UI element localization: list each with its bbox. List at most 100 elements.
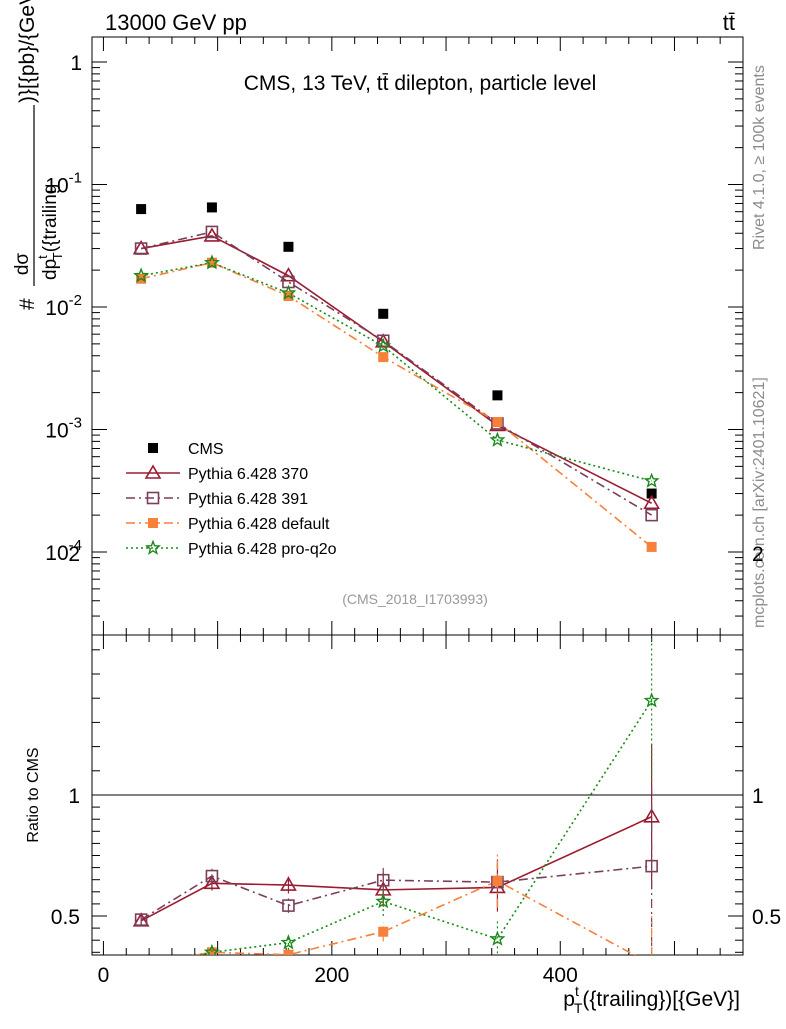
ratio-point-pythia-6-428-391-shape (134, 913, 148, 926)
legend-entry-pythia-6-428-370: Pythia 6.428 370 (126, 464, 308, 483)
point-cms (492, 390, 503, 401)
legend-entry-pythia-6-428-391: Pythia 6.428 391 (126, 491, 308, 508)
ratio-point-pythia-6-428-391-shape (645, 859, 658, 873)
legend-marker-pythia-6-428-pro-q2o (144, 539, 162, 555)
point-pythia-6-428-391 (205, 225, 219, 239)
mcplots-label: mcplots.cern.ch [arXiv:2401.10621] (751, 377, 768, 628)
y-tick-label-exp: -1 (69, 170, 82, 187)
point-pythia-6-428-pro-q2o (643, 472, 660, 488)
point-pythia-6-428-pro-q2o-shape (489, 431, 506, 447)
point-cms (206, 202, 217, 213)
legend-marker-cms (148, 443, 158, 453)
y-tick-label: 10-2 (45, 292, 82, 320)
legend-entry-cms: CMS (148, 441, 224, 458)
legend-entry-pythia-6-428-pro-q2o: Pythia 6.428 pro-q2o (126, 539, 337, 558)
point-pythia-6-428-391-shape (645, 508, 658, 522)
point-pythia-6-428-default-shape (646, 541, 657, 552)
point-pythia-6-428-default (646, 541, 657, 552)
point-pythia-6-428-pro-q2o-shape (280, 284, 297, 300)
point-pythia-6-428-pro-q2o-shape (643, 472, 660, 488)
legend-label-pythia-6-428-391: Pythia 6.428 391 (188, 491, 308, 508)
point-pythia-6-428-default-shape (378, 352, 389, 363)
y-tick-label-exp: -3 (69, 415, 82, 432)
ratio-point-pythia-6-428-391 (645, 859, 658, 873)
chart-title: CMS, 13 TeV, tt̄ dilepton, particle leve… (244, 72, 597, 95)
ratio-point-pythia-6-428-default (492, 875, 503, 886)
point-pythia-6-428-370 (643, 494, 661, 510)
ratio-point-pythia-6-428-default-shape (647, 959, 657, 969)
ratio-point-pythia-6-428-default-shape (283, 949, 294, 955)
ratio-point-pythia-6-428-pro-q2o (375, 893, 392, 909)
ratio-line-pythia-6-428-default (191, 880, 636, 955)
x-tick-label: 200 (314, 964, 349, 987)
ratio-point-pythia-6-428-default (136, 959, 146, 969)
point-pythia-6-428-default-shape (206, 257, 217, 268)
point-pythia-6-428-370-shape (203, 227, 221, 242)
point-pythia-6-428-default-shape (492, 417, 503, 428)
ratio-line-pythia-6-428-pro-q2o (194, 700, 653, 955)
ratio-point-pythia-6-428-default-shape (492, 875, 503, 886)
y-axis-label: # dσ dptT({trailing )}[{pb}/{GeV}] (12, 0, 65, 310)
legend-entry-pythia-6-428-default: Pythia 6.428 default (126, 516, 330, 533)
ratio-point-pythia-6-428-pro-q2o-shape (280, 934, 297, 950)
series-lines (140, 231, 653, 955)
ratio-line-pythia-6-428-370 (140, 816, 652, 922)
point-pythia-6-428-391 (134, 242, 148, 255)
legend-marker-pythia-6-428-default-shape (148, 518, 158, 528)
ratio-marks-clipped (132, 635, 661, 972)
ratio-point-pythia-6-428-default (647, 959, 657, 969)
ratio-point-pythia-6-428-default-shape (378, 926, 389, 937)
y-axis-label-units: )}[{pb}/{GeV}] (16, 0, 39, 103)
legend-marker-pythia-6-428-370 (144, 464, 162, 479)
y-tick-label: 1 (70, 52, 82, 75)
ratio-point-pythia-6-428-default-shape (136, 959, 146, 969)
y-axis-label-den: dptT({trailing (35, 184, 65, 280)
ratio-point-pythia-6-428-391 (376, 873, 390, 887)
point-cms-shape (492, 390, 503, 401)
ratio-point-pythia-6-428-391-shape (205, 869, 219, 883)
point-cms-shape (378, 308, 389, 319)
point-cms (283, 241, 294, 252)
point-cms-shape (206, 202, 217, 213)
x-tick-label: 400 (543, 964, 578, 987)
point-pythia-6-428-pro-q2o-shape (133, 267, 150, 283)
point-pythia-6-428-370 (203, 227, 221, 242)
ratio-point-pythia-6-428-pro-q2o-shape (135, 960, 147, 972)
ratio-y-tick-label: 2 (68, 543, 80, 566)
ratio-point-pythia-6-428-pro-q2o (203, 943, 220, 955)
point-pythia-6-428-pro-q2o (203, 254, 220, 270)
y-axis-label-num: dσ (12, 253, 33, 276)
ratio-point-pythia-6-428-370-shape (280, 876, 297, 891)
legend-label-pythia-6-428-pro-q2o: Pythia 6.428 pro-q2o (188, 541, 337, 558)
ratio-point-pythia-6-428-pro-q2o (135, 960, 147, 972)
beam-label: 13000 GeV pp (105, 10, 247, 35)
point-pythia-6-428-pro-q2o-shape (375, 337, 392, 353)
point-pythia-6-428-370-shape (280, 267, 297, 282)
point-pythia-6-428-391-shape (134, 242, 148, 255)
ratio-point-pythia-6-428-pro-q2o (643, 692, 660, 708)
legend-marker-pythia-6-428-391 (146, 491, 160, 505)
x-tick-label: 0 (98, 964, 110, 987)
analysis-label: (CMS_2018_I1703993) (342, 591, 488, 607)
legend-marker-pythia-6-428-391-shape (146, 491, 160, 505)
ratio-point-pythia-6-428-391-shape (282, 899, 295, 912)
ratio-point-pythia-6-428-391 (282, 899, 295, 912)
point-pythia-6-428-default (206, 257, 217, 268)
ratio-line-pythia-6-428-391 (140, 865, 652, 921)
ratio-point-pythia-6-428-pro-q2o (489, 930, 506, 946)
process-label: tt̄ (723, 10, 735, 35)
point-pythia-6-428-default (492, 417, 503, 428)
point-cms (646, 488, 657, 499)
ratio-point-pythia-6-428-370 (643, 808, 661, 823)
point-cms-shape (283, 241, 294, 252)
point-pythia-6-428-default (378, 352, 389, 363)
point-cms-shape (136, 204, 147, 215)
point-pythia-6-428-pro-q2o (375, 337, 392, 353)
ratio-point-pythia-6-428-default (378, 926, 389, 937)
series-line-pythia-6-428-pro-q2o (140, 261, 652, 482)
point-pythia-6-428-370 (280, 267, 297, 282)
legend-marker-pythia-6-428-default (148, 518, 158, 528)
legend-marker-pythia-6-428-370-shape (144, 464, 162, 479)
point-pythia-6-428-391 (376, 334, 390, 348)
